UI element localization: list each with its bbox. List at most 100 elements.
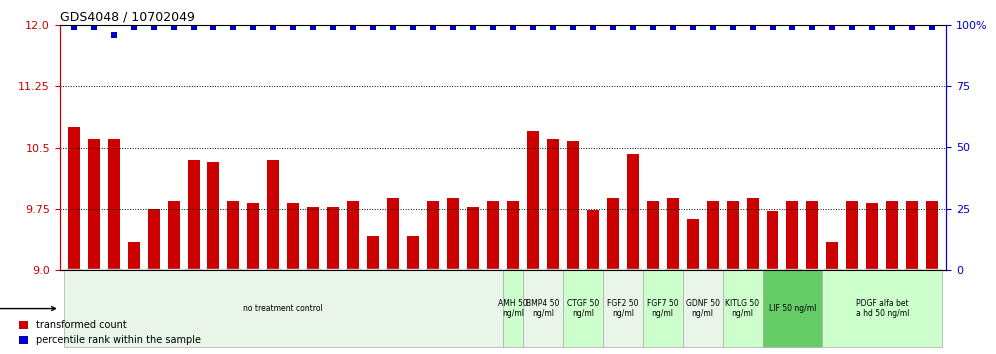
FancyBboxPatch shape <box>763 270 823 347</box>
Point <box>66 24 82 30</box>
Bar <box>507 201 519 270</box>
Text: AMH 50
ng/ml: AMH 50 ng/ml <box>498 299 528 318</box>
Bar <box>747 198 759 270</box>
FancyBboxPatch shape <box>523 270 563 347</box>
Text: CTGF 50
ng/ml: CTGF 50 ng/ml <box>567 299 599 318</box>
Bar <box>626 154 638 270</box>
Bar <box>686 219 698 270</box>
Bar <box>227 201 239 270</box>
FancyBboxPatch shape <box>823 270 942 347</box>
Point <box>765 24 781 30</box>
FancyBboxPatch shape <box>682 270 722 347</box>
Bar <box>886 201 898 270</box>
Bar <box>407 236 419 270</box>
Point <box>585 24 601 30</box>
Bar <box>727 201 739 270</box>
Point <box>725 24 741 30</box>
Bar <box>167 201 179 270</box>
FancyBboxPatch shape <box>722 270 763 347</box>
Point <box>805 24 821 30</box>
Point <box>785 24 801 30</box>
Bar <box>348 201 360 270</box>
Bar <box>108 139 120 270</box>
Point <box>624 24 640 30</box>
Point <box>205 24 221 30</box>
Bar <box>926 201 938 270</box>
Bar <box>547 139 559 270</box>
Point <box>425 24 441 30</box>
Bar <box>387 198 399 270</box>
Bar <box>607 198 619 270</box>
FancyBboxPatch shape <box>64 270 503 347</box>
Text: no treatment control: no treatment control <box>243 304 324 313</box>
Point <box>605 24 621 30</box>
Point <box>845 24 861 30</box>
Point <box>245 24 261 30</box>
FancyBboxPatch shape <box>642 270 682 347</box>
Point <box>465 24 481 30</box>
Point <box>185 24 201 30</box>
Point <box>704 24 720 30</box>
Bar <box>847 201 859 270</box>
Bar <box>767 211 779 270</box>
Bar <box>567 141 579 270</box>
Point <box>644 24 660 30</box>
Point <box>306 24 322 30</box>
Bar <box>247 203 259 270</box>
Point <box>165 24 181 30</box>
Bar <box>328 207 340 270</box>
Bar <box>706 201 718 270</box>
Point <box>525 24 541 30</box>
Bar <box>368 236 379 270</box>
Text: BMP4 50
ng/ml: BMP4 50 ng/ml <box>526 299 560 318</box>
Bar <box>666 198 678 270</box>
Bar <box>288 203 300 270</box>
Bar <box>487 201 499 270</box>
Text: FGF7 50
ng/ml: FGF7 50 ng/ml <box>646 299 678 318</box>
Bar <box>267 160 279 270</box>
Bar <box>207 162 219 270</box>
Point <box>745 24 761 30</box>
Bar <box>827 241 839 270</box>
Text: GDS4048 / 10702049: GDS4048 / 10702049 <box>60 11 194 24</box>
Point <box>664 24 680 30</box>
Point <box>106 32 122 38</box>
Point <box>904 24 920 30</box>
Point <box>924 24 940 30</box>
Text: KITLG 50
ng/ml: KITLG 50 ng/ml <box>725 299 760 318</box>
Point <box>225 24 241 30</box>
Bar <box>187 160 199 270</box>
Point <box>545 24 561 30</box>
Bar <box>427 201 439 270</box>
Point <box>346 24 362 30</box>
Bar <box>147 209 159 270</box>
Bar <box>447 198 459 270</box>
Bar <box>68 127 80 270</box>
Text: LIF 50 ng/ml: LIF 50 ng/ml <box>769 304 816 313</box>
Bar <box>88 139 100 270</box>
Bar <box>308 207 320 270</box>
Bar <box>527 131 539 270</box>
Point <box>825 24 841 30</box>
Text: PDGF alfa bet
a hd 50 ng/ml: PDGF alfa bet a hd 50 ng/ml <box>856 299 909 318</box>
Point <box>884 24 900 30</box>
Bar <box>587 211 599 270</box>
Point <box>385 24 401 30</box>
Bar <box>127 241 139 270</box>
Point <box>505 24 521 30</box>
Text: FGF2 50
ng/ml: FGF2 50 ng/ml <box>607 299 638 318</box>
Text: agent: agent <box>0 304 56 314</box>
FancyBboxPatch shape <box>603 270 642 347</box>
Bar <box>867 203 878 270</box>
Point <box>865 24 880 30</box>
Text: GDNF 50
ng/ml: GDNF 50 ng/ml <box>685 299 720 318</box>
Legend: transformed count, percentile rank within the sample: transformed count, percentile rank withi… <box>15 316 205 349</box>
Point <box>445 24 461 30</box>
Bar <box>807 201 819 270</box>
Point <box>326 24 342 30</box>
Point <box>125 24 141 30</box>
Point <box>145 24 161 30</box>
FancyBboxPatch shape <box>503 270 523 347</box>
Point <box>485 24 501 30</box>
Point <box>286 24 302 30</box>
